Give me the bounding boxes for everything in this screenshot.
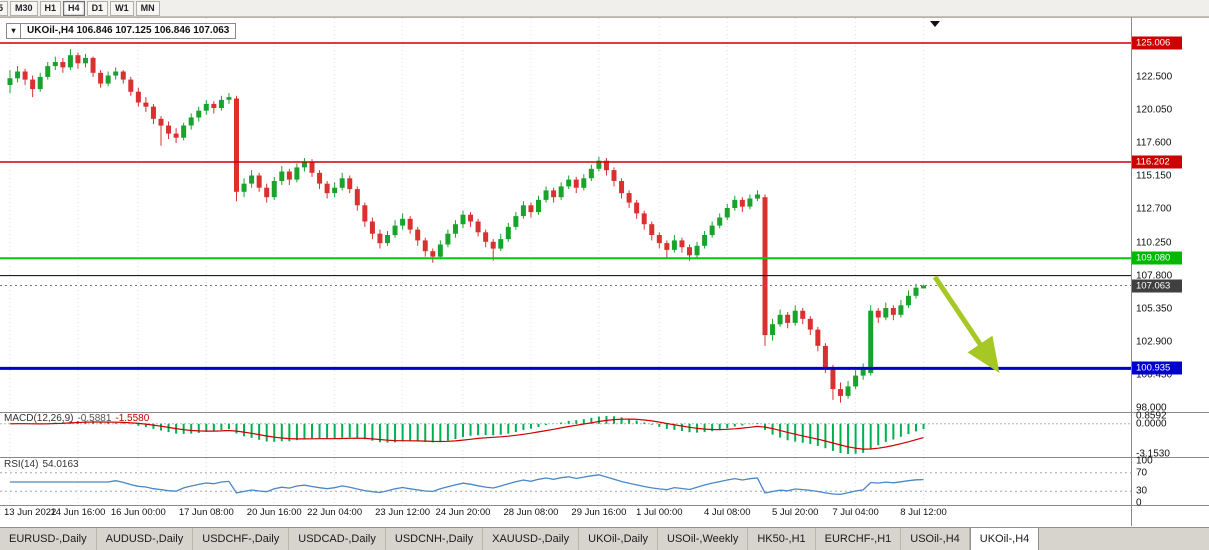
timeframe-button-H1[interactable]: H1 — [39, 0, 62, 16]
tab-EURUSD-Daily[interactable]: EURUSD-,Daily — [0, 528, 97, 550]
tab-USDCNH-Daily[interactable]: USDCNH-,Daily — [386, 528, 484, 550]
price-badge-116.202: 116.202 — [1132, 155, 1182, 169]
tab-AUDUSD-Daily[interactable]: AUDUSD-,Daily — [97, 528, 194, 550]
time-axis-label-5-Jul-20-00: 5 Jul 20:00 — [771, 507, 819, 518]
price-axis-label-102.900: 102.900 — [1136, 336, 1173, 348]
timeframe-button-5[interactable]: 5 — [0, 0, 9, 16]
tab-XAUUSD-Daily[interactable]: XAUUSD-,Daily — [483, 528, 580, 550]
symbol-dropdown-icon[interactable]: ▾ — [7, 24, 21, 38]
tab-USOil-H4[interactable]: USOil-,H4 — [901, 528, 970, 550]
tab-HK50-H1[interactable]: HK50-,H1 — [748, 528, 816, 550]
macd-value: -0.5881 — [77, 413, 112, 424]
macd-axis-label--3.1530: -3.1530 — [1136, 448, 1170, 460]
time-axis-label-17-Jun-08-00: 17 Jun 08:00 — [178, 507, 234, 518]
price-axis-label-117.600: 117.600 — [1136, 137, 1172, 149]
timeframe-button-MN[interactable]: MN — [135, 0, 160, 16]
macd-name: MACD(12,26,9) — [4, 413, 74, 424]
timeframe-button-M30[interactable]: M30 — [10, 0, 38, 16]
current-price-badge: 107.063 — [1132, 279, 1182, 292]
price-axis-label-122.500: 122.500 — [1136, 71, 1173, 83]
time-axis-label-1-Jul-00-00: 1 Jul 00:00 — [636, 507, 683, 518]
tab-USDCHF-Daily[interactable]: USDCHF-,Daily — [193, 528, 290, 550]
price-axis-label-120.050: 120.050 — [1136, 104, 1173, 116]
price-axis-label-100.450: 100.450 — [1136, 369, 1173, 381]
time-axis-label-24-Jun-20-00: 24 Jun 20:00 — [435, 507, 491, 518]
price-badge-125.006: 125.006 — [1132, 36, 1182, 50]
price-axis-label-115.150: 115.150 — [1136, 170, 1172, 182]
trend-arrow[interactable] — [932, 275, 1000, 374]
time-axis-label-16-Jun-00-00: 16 Jun 00:00 — [110, 507, 166, 518]
timeframe-button-H4[interactable]: H4 — [63, 0, 85, 16]
rsi-axis-label-100: 100 — [1136, 455, 1153, 467]
object-anchor-icon[interactable] — [930, 21, 940, 27]
tab-USOil-Weekly[interactable]: USOil-,Weekly — [658, 528, 749, 550]
price-axis-label-107.800: 107.800 — [1136, 270, 1173, 282]
time-axis-label-14-Jun-16-00: 14 Jun 16:00 — [50, 507, 106, 518]
rsi-axis-label-30: 30 — [1136, 485, 1148, 497]
chart-legend: ▾ UKOil-,H4 106.846 107.125 106.846 107.… — [6, 23, 237, 39]
rsi-indicator-label: RSI(14) 54.0163 — [4, 459, 79, 470]
rsi-line — [10, 474, 924, 496]
time-axis-label-7-Jul-04-00: 7 Jul 04:00 — [832, 507, 879, 518]
price-axis-label-112.700: 112.700 — [1136, 203, 1172, 215]
rsi-axis-label-70: 70 — [1136, 467, 1148, 479]
time-axis-label-4-Jul-08-00: 4 Jul 08:00 — [704, 507, 751, 518]
price-axis-label-98.000: 98.000 — [1136, 402, 1167, 414]
tab-EURCHF-H1[interactable]: EURCHF-,H1 — [816, 528, 902, 550]
chart-canvas[interactable] — [0, 0, 1209, 527]
rsi-value: 54.0163 — [42, 459, 79, 470]
time-axis-label-23-Jun-12-00: 23 Jun 12:00 — [375, 507, 431, 518]
timeframe-toolbar: 5M30H1H4D1W1MN — [0, 0, 1209, 17]
macd-signal-value: -1.5580 — [115, 413, 150, 424]
price-badge-100.935: 100.935 — [1132, 361, 1182, 375]
price-badge-109.080: 109.080 — [1132, 251, 1182, 265]
timeframe-button-W1[interactable]: W1 — [110, 0, 134, 16]
tab-USDCAD-Daily[interactable]: USDCAD-,Daily — [289, 528, 386, 550]
time-axis-label-20-Jun-16-00: 20 Jun 16:00 — [246, 507, 302, 518]
time-axis-label-8-Jul-12-00: 8 Jul 12:00 — [900, 507, 947, 518]
rsi-name: RSI(14) — [4, 459, 39, 470]
chart-area[interactable]: ▾ UKOil-,H4 106.846 107.125 106.846 107.… — [0, 0, 1209, 527]
symbol-tab-bar: EURUSD-,Daily AUDUSD-,Daily USDCHF-,Daily U… — [0, 527, 1209, 550]
price-axis-label-110.250: 110.250 — [1136, 237, 1172, 248]
macd-indicator-label: MACD(12,26,9) -0.5881 -1.5580 — [4, 413, 149, 424]
macd-axis-label-0.8592: 0.8592 — [1136, 410, 1167, 422]
tab-UKOil-Daily[interactable]: UKOil-,Daily — [579, 528, 659, 550]
tab-UKOil-H4[interactable]: UKOil-,H4 — [969, 528, 1040, 550]
macd-signal-line — [9, 418, 924, 450]
price-axis-label-105.350: 105.350 — [1136, 303, 1173, 315]
time-axis-label-13-Jun-2022: 13 Jun 2022 — [4, 507, 57, 518]
rsi-axis-label-0: 0 — [1136, 497, 1142, 509]
candles-layer[interactable] — [7, 49, 927, 403]
time-axis-label-22-Jun-04-00: 22 Jun 04:00 — [307, 507, 363, 518]
time-axis-label-29-Jun-16-00: 29 Jun 16:00 — [571, 507, 627, 518]
macd-axis-label-0.0000: 0.0000 — [1136, 418, 1167, 430]
time-axis-label-28-Jun-08-00: 28 Jun 08:00 — [503, 507, 559, 518]
timeframe-button-D1[interactable]: D1 — [86, 0, 109, 16]
chart-legend-text: UKOil-,H4 106.846 107.125 106.846 107.06… — [27, 25, 230, 36]
